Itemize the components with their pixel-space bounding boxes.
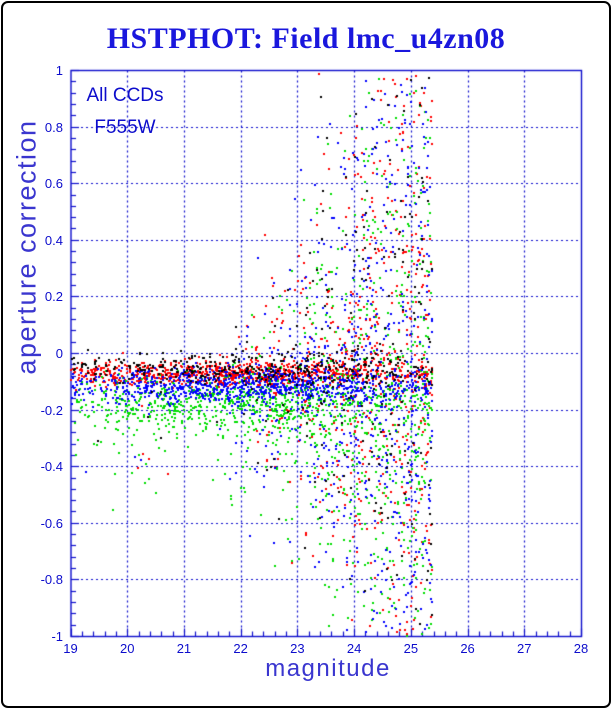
x-tick-label: 25 [403,641,419,656]
y-tick-label: 0 [55,346,63,361]
page-title: HSTPHOT: Field lmc_u4zn08 [106,22,506,55]
annotation-ccds: All CCDs [86,85,164,106]
y-tick-label: -0.2 [40,402,63,418]
x-tick-label: 27 [517,641,532,656]
x-tick-label: 22 [233,641,248,656]
y-tick-label: -0.4 [40,459,63,475]
x-axis-label: magnitude [265,655,391,682]
y-tick-label: 0.2 [44,289,63,305]
x-tick-label: 21 [176,641,192,656]
x-tick-label: 28 [573,641,589,656]
annotation-block: All CCDs F555W [68,80,182,144]
y-tick-label: 0.4 [44,232,63,248]
y-tick-label: -0.8 [40,572,63,588]
y-tick-label: -1 [51,629,63,644]
y-tick-label: -0.6 [40,515,63,531]
annotation-filter: F555W [94,117,156,138]
x-tick-label: 20 [119,641,135,656]
y-tick-label: 1 [55,63,63,78]
x-tick-label: 26 [460,641,475,656]
y-tick-label: 0.6 [44,176,63,192]
x-tick-label: 24 [346,641,362,656]
x-tick-label: 23 [290,641,305,656]
x-tick-label: 19 [63,641,78,656]
y-tick-label: 0.8 [44,119,63,135]
